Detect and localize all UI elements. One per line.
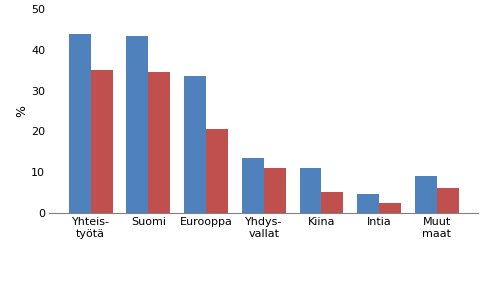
Bar [415,176,437,213]
Bar [148,72,170,213]
Bar [127,36,148,213]
Bar [379,202,401,213]
Bar [321,192,343,213]
Bar [242,158,264,213]
Bar [69,33,91,213]
Bar [357,195,379,213]
Bar [91,70,112,213]
Bar [264,168,285,213]
Bar [184,76,206,213]
Bar [206,129,228,213]
Bar [437,188,458,213]
Y-axis label: %: % [15,105,28,117]
Bar [300,168,321,213]
